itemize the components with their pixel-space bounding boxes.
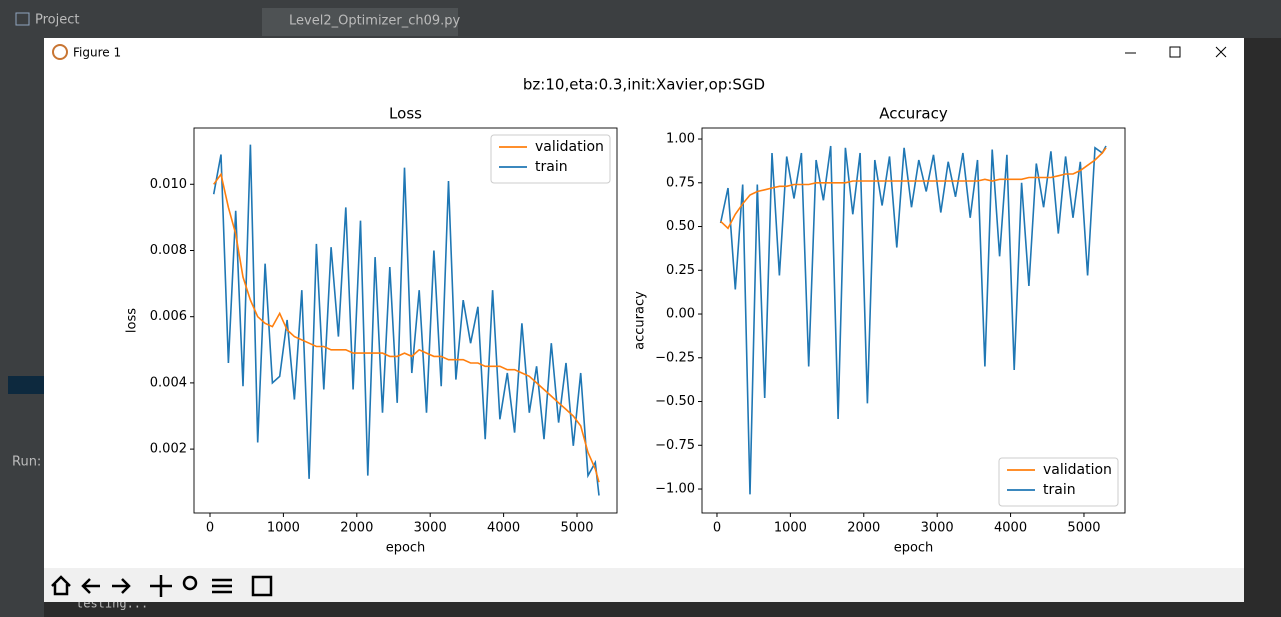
ide-toolbar bbox=[0, 0, 1281, 38]
chart-title: Accuracy bbox=[879, 105, 948, 123]
series-line bbox=[213, 172, 600, 483]
legend-label: validation bbox=[535, 139, 604, 155]
tree-selection bbox=[8, 376, 44, 394]
figure-icon bbox=[52, 44, 68, 60]
y-tick-label: 0.006 bbox=[150, 309, 187, 324]
project-icon bbox=[15, 12, 30, 26]
home-button[interactable] bbox=[51, 575, 71, 596]
series-line bbox=[720, 147, 1107, 230]
nav-toolbar bbox=[44, 568, 1244, 602]
x-tick-label: 0 bbox=[206, 521, 214, 536]
suptitle: bz:10,eta:0.3,init:Xavier,op:SGD bbox=[523, 76, 765, 94]
x-axis-label: epoch bbox=[386, 541, 426, 556]
legend-label: train bbox=[535, 159, 568, 175]
ide-sidebar bbox=[0, 38, 8, 617]
back-button[interactable] bbox=[81, 578, 100, 594]
y-tick-label: −0.25 bbox=[655, 350, 695, 365]
x-tick-label: 3000 bbox=[414, 521, 447, 536]
series-line bbox=[212, 144, 600, 496]
configure-button[interactable] bbox=[212, 578, 232, 594]
maximize-button[interactable] bbox=[1169, 46, 1181, 58]
y-axis-label: accuracy bbox=[633, 291, 648, 350]
x-tick-label: 0 bbox=[713, 521, 721, 536]
save-button[interactable] bbox=[251, 575, 273, 597]
y-tick-label: 1.00 bbox=[666, 132, 695, 147]
toolbar-buttons bbox=[51, 575, 273, 597]
x-tick-label: 1000 bbox=[267, 521, 300, 536]
y-tick-label: −1.00 bbox=[655, 482, 695, 497]
legend-label: validation bbox=[1043, 462, 1112, 478]
figure-title: Figure 1 bbox=[73, 46, 121, 60]
axes-frame bbox=[193, 127, 618, 514]
x-tick-label: 3000 bbox=[921, 521, 954, 536]
y-tick-label: 0.010 bbox=[150, 177, 187, 192]
y-tick-label: 0.25 bbox=[666, 263, 695, 278]
y-tick-label: 0.00 bbox=[666, 307, 695, 322]
y-tick-label: −0.50 bbox=[655, 394, 695, 409]
y-tick-label: 0.004 bbox=[150, 375, 187, 390]
forward-button[interactable] bbox=[112, 578, 131, 594]
close-button[interactable] bbox=[1215, 46, 1227, 58]
editor-tab[interactable] bbox=[262, 8, 458, 36]
pan-button[interactable] bbox=[150, 575, 172, 597]
y-axis-label: loss bbox=[125, 308, 140, 333]
project-tree bbox=[8, 38, 44, 617]
x-tick-label: 2000 bbox=[847, 521, 880, 536]
x-tick-label: 1000 bbox=[774, 521, 807, 536]
x-tick-label: 2000 bbox=[340, 521, 373, 536]
y-tick-label: −0.75 bbox=[655, 438, 695, 453]
project-label[interactable]: Project bbox=[35, 13, 79, 28]
figure-window bbox=[44, 38, 1244, 602]
series-line bbox=[719, 145, 1107, 495]
y-tick-label: 0.008 bbox=[150, 243, 187, 258]
x-tick-label: 4000 bbox=[487, 521, 520, 536]
tab-label[interactable]: Level2_Optimizer_ch09.py bbox=[289, 14, 461, 29]
zoom-button[interactable] bbox=[182, 575, 198, 591]
chart-title: Loss bbox=[389, 105, 422, 123]
axes-frame bbox=[701, 127, 1126, 514]
x-axis-label: epoch bbox=[894, 541, 934, 556]
x-tick-label: 5000 bbox=[560, 521, 593, 536]
run-label: Run: bbox=[12, 455, 41, 470]
y-tick-label: 0.75 bbox=[666, 175, 695, 190]
x-tick-label: 5000 bbox=[1067, 521, 1100, 536]
y-tick-label: 0.50 bbox=[666, 219, 695, 234]
legend-label: train bbox=[1043, 482, 1076, 498]
x-tick-label: 4000 bbox=[994, 521, 1027, 536]
y-tick-label: 0.002 bbox=[150, 442, 187, 457]
